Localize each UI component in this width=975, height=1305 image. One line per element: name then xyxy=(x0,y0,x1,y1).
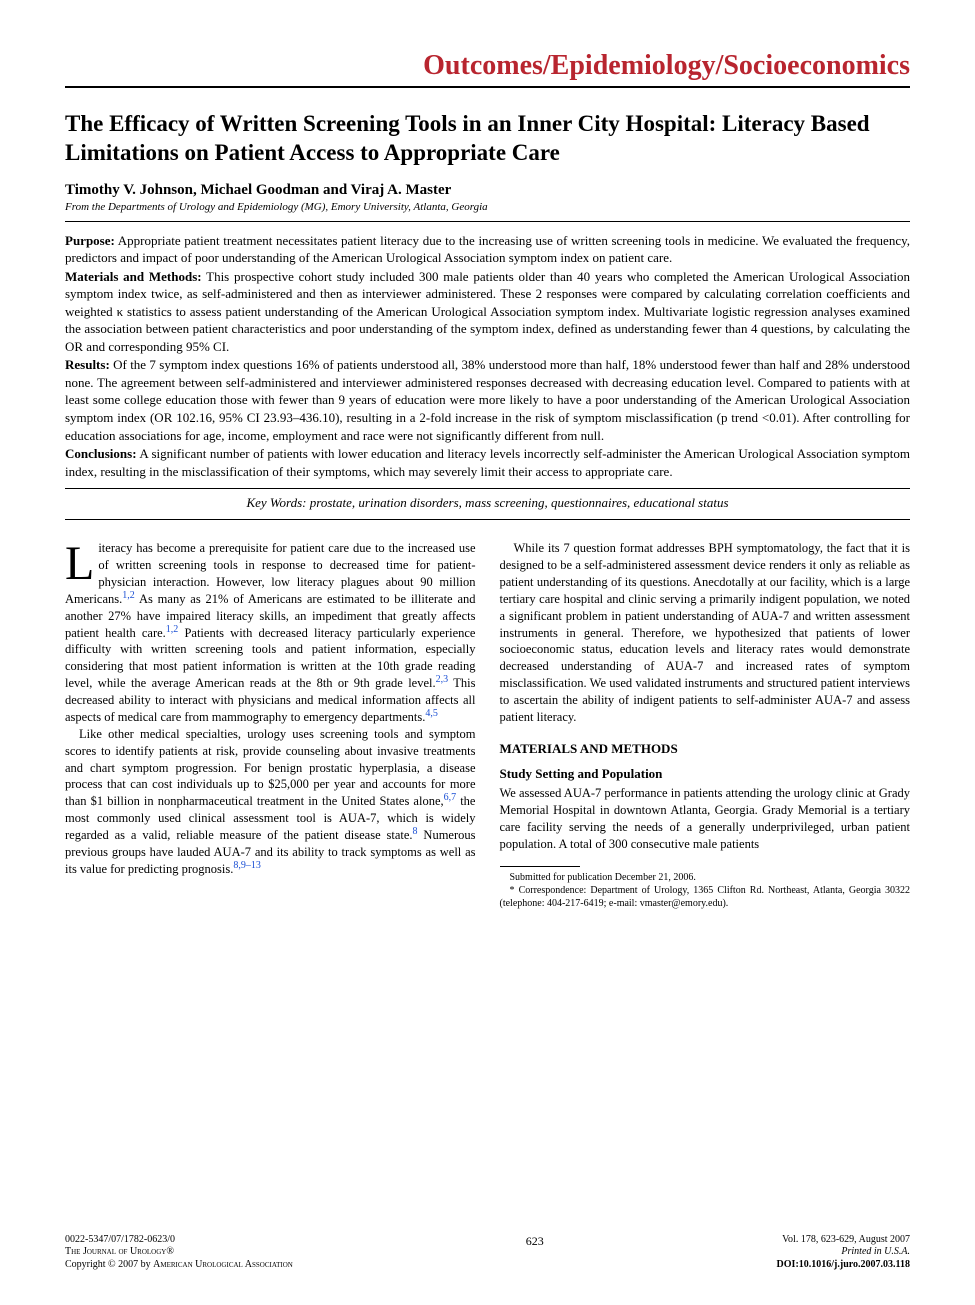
citation-ref[interactable]: 1,2 xyxy=(166,623,179,634)
materials-methods-heading: MATERIALS AND METHODS xyxy=(500,740,911,758)
purpose-label: Purpose: xyxy=(65,233,115,248)
conclusions-text: A significant number of patients with lo… xyxy=(65,446,910,479)
body-p2a: Like other medical specialties, urology … xyxy=(65,727,476,809)
footnote-correspondence: * Correspondence: Department of Urology,… xyxy=(500,884,911,910)
methods-label: Materials and Methods: xyxy=(65,269,202,284)
body-p3: While its 7 question format addresses BP… xyxy=(500,540,911,726)
results-label: Results: xyxy=(65,357,110,372)
body-text: Literacy has become a prerequisite for p… xyxy=(65,540,910,910)
volume-info: Vol. 178, 623-629, August 2007 xyxy=(777,1234,910,1247)
body-p4: We assessed AUA-7 performance in patient… xyxy=(500,785,911,853)
affiliation: From the Departments of Urology and Epid… xyxy=(65,201,910,222)
registered-mark: ® xyxy=(166,1246,174,1257)
footnotes: Submitted for publication December 21, 2… xyxy=(500,871,911,910)
page-footer: 0022-5347/07/1782-0623/0 The Journal of … xyxy=(65,1234,910,1272)
citation-ref[interactable]: 8,9–13 xyxy=(233,860,261,871)
abstract-block: Purpose: Appropriate patient treatment n… xyxy=(65,232,910,481)
citation-ref[interactable]: 2,3 xyxy=(436,674,449,685)
doi-value: 10.1016/j.juro.2007.03.118 xyxy=(799,1259,910,1270)
copyright-line: Copyright © 2007 by xyxy=(65,1259,153,1270)
footer-right: Vol. 178, 623-629, August 2007 Printed i… xyxy=(777,1234,910,1272)
author-list: Timothy V. Johnson, Michael Goodman and … xyxy=(65,182,910,199)
issn: 0022-5347/07/1782-0623/0 xyxy=(65,1234,293,1247)
purpose-text: Appropriate patient treatment necessitat… xyxy=(65,233,910,266)
page-number: 623 xyxy=(526,1234,544,1272)
copyright-org: American Urological Association xyxy=(153,1259,293,1270)
results-text: Of the 7 symptom index questions 16% of … xyxy=(65,357,910,442)
article-title: The Efficacy of Written Screening Tools … xyxy=(65,110,910,168)
footnote-submitted: Submitted for publication December 21, 2… xyxy=(500,871,911,884)
footnote-rule xyxy=(500,866,580,867)
doi-label: DOI: xyxy=(777,1259,799,1270)
conclusions-label: Conclusions: xyxy=(65,446,137,461)
printed-in: Printed in U.S.A. xyxy=(777,1246,910,1259)
journal-page: Outcomes/Epidemiology/Socioeconomics The… xyxy=(0,0,975,1305)
citation-ref[interactable]: 4,5 xyxy=(425,708,438,719)
section-header: Outcomes/Epidemiology/Socioeconomics xyxy=(65,50,910,88)
citation-ref[interactable]: 1,2 xyxy=(122,590,135,601)
journal-name: The Journal of Urology xyxy=(65,1246,166,1257)
keywords: Key Words: prostate, urination disorders… xyxy=(65,488,910,520)
dropcap: L xyxy=(65,540,98,585)
citation-ref[interactable]: 6,7 xyxy=(444,792,457,803)
footer-left: 0022-5347/07/1782-0623/0 The Journal of … xyxy=(65,1234,293,1272)
study-setting-heading: Study Setting and Population xyxy=(500,765,911,783)
